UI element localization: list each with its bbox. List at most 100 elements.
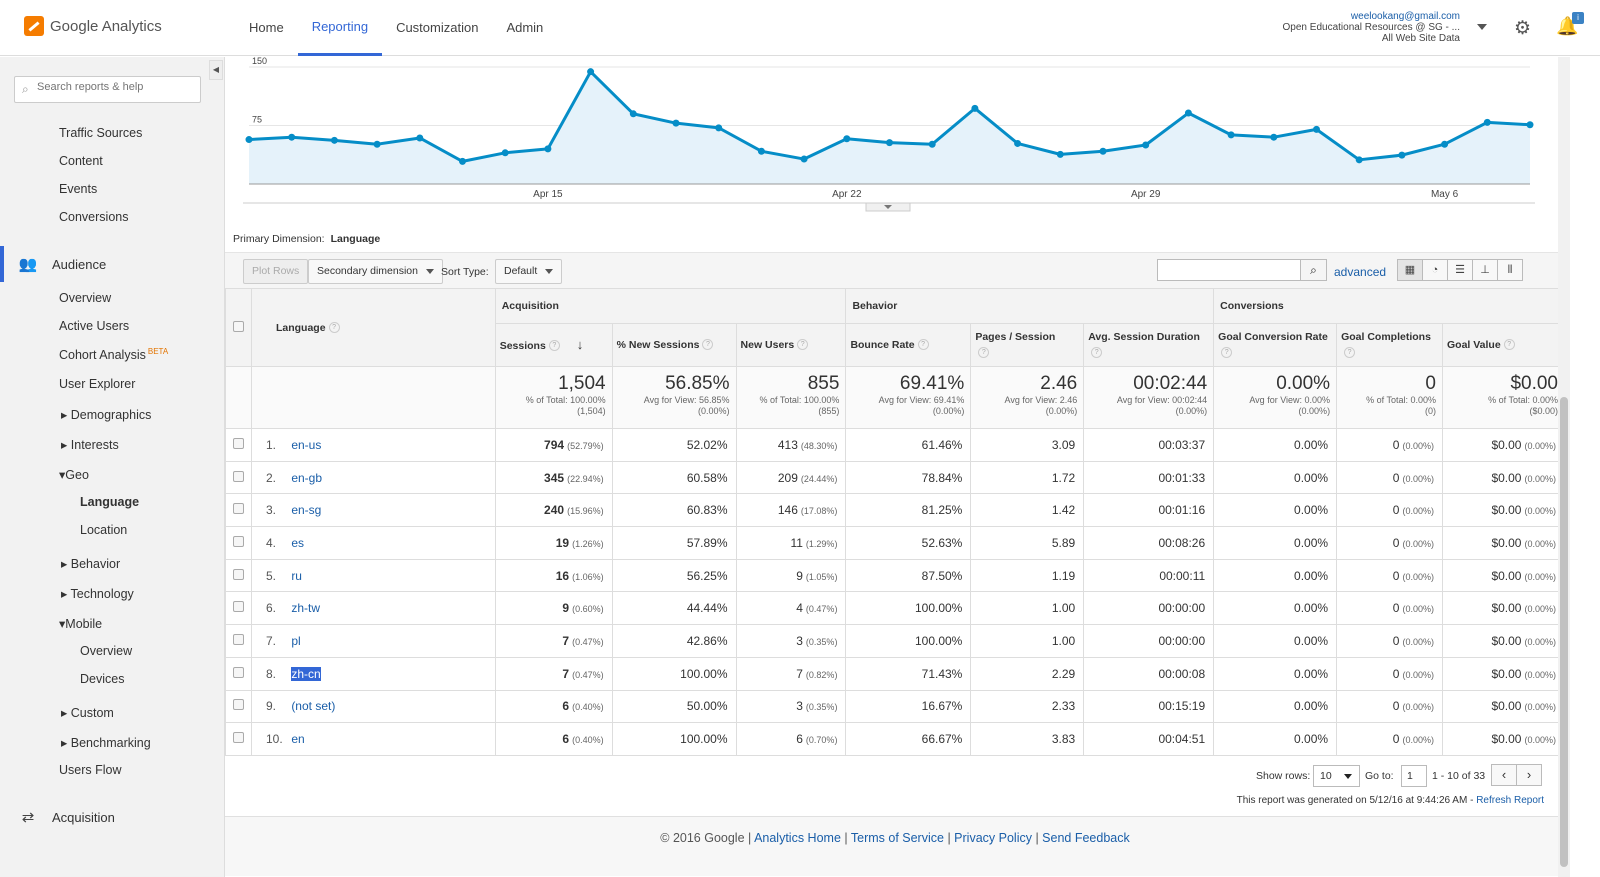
help-icon[interactable]: ? <box>917 339 929 351</box>
sidebar-section-audience[interactable]: 👥 Audience <box>18 255 107 273</box>
help-icon[interactable]: ? <box>1221 346 1233 358</box>
rows-per-page-select[interactable]: 10 <box>1313 765 1360 787</box>
plot-rows-button[interactable]: Plot Rows <box>243 259 309 284</box>
footer-link-privacy[interactable]: Privacy Policy <box>954 831 1032 845</box>
previous-page-button[interactable]: ‹ <box>1491 764 1517 786</box>
column-header-language[interactable]: Language? <box>250 288 496 367</box>
sidebar-item-behavior[interactable]: ▸ Behavior <box>61 556 120 571</box>
column-header-new-sessions[interactable]: % New Sessions? <box>611 323 737 367</box>
column-header-goal-conversion-rate[interactable]: Goal Conversion Rate? <box>1213 323 1338 367</box>
row-checkbox[interactable] <box>232 601 244 613</box>
select-all-checkbox[interactable] <box>232 320 244 332</box>
sidebar-item-users-flow[interactable]: Users Flow <box>59 763 122 777</box>
search-icon[interactable]: ⌕ <box>1300 259 1327 281</box>
language-link[interactable]: en-us <box>291 437 322 452</box>
language-link[interactable]: pl <box>291 633 301 648</box>
collapse-sidebar-button[interactable]: ◀ <box>209 60 223 80</box>
sidebar-item-location[interactable]: Location <box>80 523 128 537</box>
help-icon[interactable]: ? <box>797 339 809 351</box>
sidebar-item-mobile-overview[interactable]: Overview <box>80 644 133 658</box>
nav-admin[interactable]: Admin <box>506 20 544 35</box>
sidebar-item-technology[interactable]: ▸ Technology <box>61 586 134 601</box>
language-link[interactable]: (not set) <box>291 699 336 714</box>
sessions-chart[interactable]: 150 75 Apr 15 Apr 22 Apr 29 May 6 <box>225 57 1555 217</box>
sidebar-item-benchmarking[interactable]: ▸ Benchmarking <box>61 735 151 750</box>
language-link[interactable]: es <box>291 535 304 550</box>
sidebar-item-user-explorer[interactable]: User Explorer <box>59 377 136 391</box>
total-sessions-value: 1,504 <box>558 373 606 394</box>
sidebar-item-custom[interactable]: ▸ Custom <box>61 705 114 720</box>
advanced-filter-link[interactable]: advanced <box>1334 265 1387 279</box>
google-analytics-logo[interactable]: Google Analytics <box>24 16 162 36</box>
row-checkbox[interactable] <box>232 633 244 645</box>
row-checkbox[interactable] <box>232 568 244 580</box>
sidebar-item-mobile[interactable]: ▾Mobile <box>59 616 102 631</box>
column-header-goal-completions[interactable]: Goal Completions? <box>1336 323 1443 367</box>
sidebar-item-demographics[interactable]: ▸ Demographics <box>61 407 151 422</box>
account-dropdown-icon[interactable] <box>1477 24 1487 30</box>
footer-link-feedback[interactable]: Send Feedback <box>1042 831 1130 845</box>
row-checkbox[interactable] <box>232 470 244 482</box>
help-icon[interactable]: ? <box>328 322 340 334</box>
comparison-view-icon[interactable]: ⊥ <box>1472 259 1498 281</box>
column-header-bounce-rate[interactable]: Bounce Rate? <box>845 323 972 367</box>
language-link[interactable]: en-sg <box>291 503 322 518</box>
sidebar-item-traffic-sources[interactable]: Traffic Sources <box>59 126 143 140</box>
table-view-icon[interactable]: ▦ <box>1397 259 1423 281</box>
language-link[interactable]: en <box>291 732 305 747</box>
sidebar-section-acquisition[interactable]: ⇄ Acquisition <box>18 808 115 826</box>
language-link[interactable]: en-gb <box>291 470 323 485</box>
secondary-dimension-dropdown[interactable]: Secondary dimension <box>308 259 443 284</box>
column-header-avg-duration[interactable]: Avg. Session Duration? <box>1083 323 1215 367</box>
sidebar-item-devices[interactable]: Devices <box>80 672 125 686</box>
help-icon[interactable]: ? <box>1344 346 1356 358</box>
primary-dimension-value[interactable]: Language <box>330 233 381 245</box>
column-header-sessions[interactable]: Sessions? ↓ <box>494 323 613 367</box>
sidebar-item-events[interactable]: Events <box>59 182 98 196</box>
nav-reporting[interactable]: Reporting <box>297 0 383 56</box>
row-checkbox[interactable] <box>232 437 244 449</box>
sort-type-dropdown[interactable]: Default <box>495 259 563 284</box>
nav-customization[interactable]: Customization <box>396 20 479 35</box>
pivot-view-icon[interactable]: ⦀ <box>1497 259 1523 281</box>
pie-view-icon[interactable]: ◔ <box>1422 259 1448 281</box>
help-icon[interactable]: ? <box>702 339 714 351</box>
search-box[interactable]: ⌕ <box>14 76 201 103</box>
scrollbar-thumb[interactable] <box>1560 397 1568 867</box>
language-link[interactable]: zh-tw <box>291 601 320 616</box>
sidebar-item-overview[interactable]: Overview <box>59 291 112 305</box>
help-icon[interactable]: ? <box>1503 339 1515 351</box>
row-checkbox[interactable] <box>232 666 244 678</box>
search-input[interactable] <box>37 81 197 93</box>
sidebar-item-interests[interactable]: ▸ Interests <box>61 437 119 452</box>
account-selector[interactable]: weelookang@gmail.com Open Educational Re… <box>1283 11 1460 44</box>
row-checkbox[interactable] <box>232 503 244 515</box>
sidebar-item-cohort-analysis[interactable]: Cohort Analysis BETA <box>59 347 168 362</box>
performance-view-icon[interactable]: ☰ <box>1447 259 1473 281</box>
help-icon[interactable]: ? <box>978 346 990 358</box>
row-checkbox[interactable] <box>232 699 244 711</box>
column-header-new-users[interactable]: New Users? <box>735 323 847 367</box>
footer-link-analytics-home[interactable]: Analytics Home <box>754 831 841 845</box>
sidebar-item-conversions[interactable]: Conversions <box>59 210 129 224</box>
column-header-goal-value[interactable]: Goal Value? <box>1442 323 1565 367</box>
language-link[interactable]: ru <box>291 568 302 583</box>
next-page-button[interactable]: › <box>1516 764 1542 786</box>
column-header-pages-session[interactable]: Pages / Session? <box>970 323 1085 367</box>
x-tick-label: Apr 29 <box>1131 189 1161 200</box>
refresh-report-link[interactable]: Refresh Report <box>1476 795 1544 806</box>
help-icon[interactable]: ? <box>548 340 560 352</box>
gear-icon[interactable]: ⚙ <box>1514 18 1532 39</box>
sidebar-item-active-users[interactable]: Active Users <box>59 319 130 333</box>
sidebar-item-language[interactable]: Language <box>80 495 140 509</box>
row-checkbox[interactable] <box>232 535 244 547</box>
language-link[interactable]: zh-cn <box>291 666 321 681</box>
nav-home[interactable]: Home <box>249 20 284 35</box>
page-scrollbar[interactable] <box>1558 57 1570 877</box>
row-checkbox[interactable] <box>232 732 244 744</box>
footer-link-terms[interactable]: Terms of Service <box>850 831 944 845</box>
help-icon[interactable]: ? <box>1091 346 1103 358</box>
goto-page-input[interactable]: 1 <box>1401 765 1427 787</box>
sidebar-item-content[interactable]: Content <box>59 154 103 168</box>
sidebar-item-geo[interactable]: ▾Geo <box>59 467 89 482</box>
